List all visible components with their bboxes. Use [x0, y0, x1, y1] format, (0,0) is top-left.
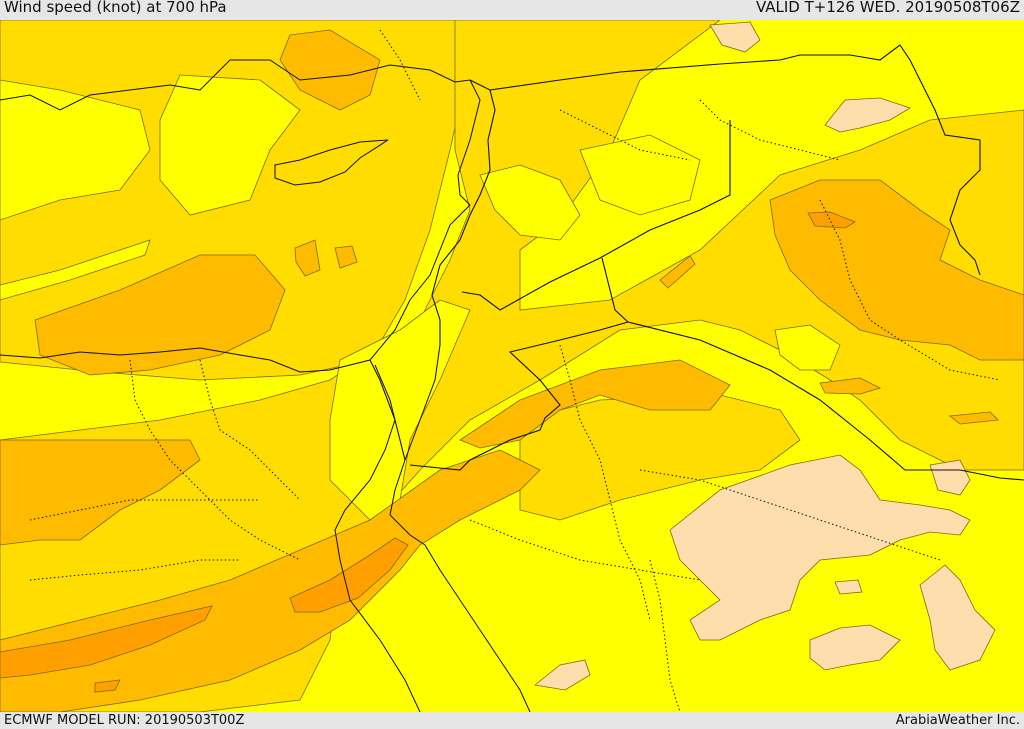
wind-zone-lowest-3: [824, 97, 911, 133]
wind-zone-higher-2: [0, 605, 213, 679]
admin-border-1: [129, 359, 301, 561]
wind-zone-low-med-4: [479, 164, 581, 241]
wind-zone-high-3: [459, 359, 731, 449]
wind-zone-high-2: [0, 439, 201, 546]
admin-border-2: [199, 359, 301, 501]
boundary-jordan-iraq: [461, 120, 731, 311]
wind-speed-map: [0, 20, 1024, 712]
boundary-sinai: [369, 359, 406, 461]
footer-bar: ECMWF MODEL RUN: 20190503T00Z ArabiaWeat…: [0, 712, 1024, 729]
wind-zone-higher-1: [289, 537, 409, 613]
wind-zone-high-7: [819, 377, 882, 395]
wind-zone-lowest-8: [834, 579, 863, 595]
admin-border-9: [29, 559, 240, 581]
wind-zone-lowest-4: [809, 624, 901, 671]
coastline-cyprus: [274, 139, 389, 186]
wind-zone-high-6: [279, 29, 381, 111]
wind-zone-higher-3: [94, 679, 121, 693]
wind-zone-high-8: [948, 411, 999, 425]
map-title: Wind speed (knot) at 700 hPa: [4, 0, 227, 16]
map-canvas: [0, 20, 1024, 712]
wind-zone-high-1: [34, 254, 286, 376]
wind-zone-lowest-1: [669, 454, 971, 641]
coastline-egypt: [0, 204, 471, 373]
wind-zone-higher-4: [807, 211, 856, 229]
boundary-levant: [431, 79, 496, 345]
wind-zone-high-11: [334, 245, 358, 269]
wind-zone-low-med-5: [579, 134, 701, 216]
wind-zone-lowest-5: [929, 459, 971, 496]
wind-zone-low-med-7: [774, 324, 841, 371]
valid-time: VALID T+126 WED. 20190508T06Z: [755, 0, 1020, 16]
wind-zone-high-9: [659, 255, 696, 289]
wind-zone-low-med-3: [0, 239, 151, 301]
admin-border-7: [819, 199, 1001, 381]
admin-border-5: [469, 519, 701, 581]
wind-zone-lowest-7: [709, 21, 761, 53]
wind-zone-low-med-6: [329, 299, 471, 521]
model-run-label: ECMWF MODEL RUN: 20190503T00Z: [4, 713, 245, 728]
boundary-saudi-iraq: [627, 321, 1024, 481]
admin-border-6: [699, 99, 841, 161]
header-bar: Wind speed (knot) at 700 hPa VALID T+126…: [0, 0, 1024, 20]
admin-border-12: [649, 559, 681, 712]
boundary-syria-iraq: [489, 44, 981, 276]
wind-zone-lowest-2: [919, 564, 996, 671]
coastline-red-sea-east: [389, 344, 531, 712]
wind-zone-low-med-1: [0, 79, 151, 221]
wind-zone-medium-east: [0, 20, 1024, 712]
coastline-north: [0, 59, 481, 206]
boundary-jordan-saudi: [409, 257, 630, 471]
admin-border-4: [639, 469, 941, 561]
wind-zone-high-10: [294, 239, 321, 277]
wind-zone-lowest-6: [534, 659, 591, 691]
admin-border-11: [379, 29, 421, 101]
credit-label: ArabiaWeather Inc.: [895, 713, 1020, 728]
wind-zone-low-med-2: [159, 74, 301, 216]
